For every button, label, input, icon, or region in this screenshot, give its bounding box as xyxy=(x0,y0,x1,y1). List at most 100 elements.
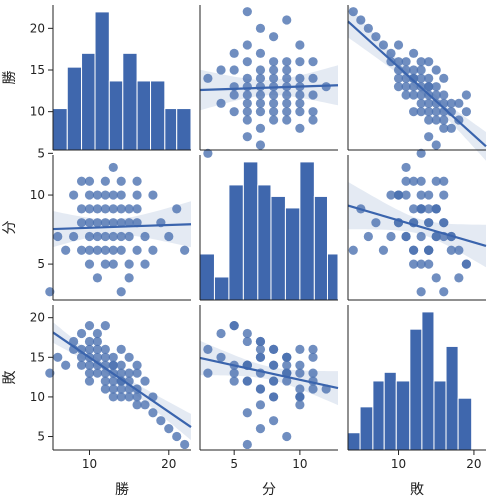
scatter-point-r0c2-32 xyxy=(431,82,441,92)
scatter-point-r2c1-21 xyxy=(242,336,252,347)
scatter-point-r1c0-24 xyxy=(100,218,110,228)
hist-bar-r1c1-0 xyxy=(199,253,215,301)
scatter-point-r0c1-45 xyxy=(255,65,266,75)
scatter-point-r0c1-39 xyxy=(255,73,266,83)
scatter-point-r0c1-18 xyxy=(282,98,292,108)
scatter-point-r2c0-51 xyxy=(132,392,142,402)
scatter-point-r2c0-54 xyxy=(140,400,150,410)
scatter-point-r0c2-27 xyxy=(431,90,441,100)
scatter-point-r0c1-17 xyxy=(269,98,279,108)
scatter-point-r1c0-59 xyxy=(172,204,182,214)
scatter-point-r1c2-57 xyxy=(371,218,381,228)
scatter-point-r2c1-8 xyxy=(242,328,252,339)
scatter-point-r0c1-30 xyxy=(255,82,266,92)
y-tick-label: 10 xyxy=(30,105,45,119)
regression-line-r1c0 xyxy=(52,223,192,231)
scatter-point-r0c2-26 xyxy=(409,90,419,100)
scatter-point-r0c2-14 xyxy=(431,107,441,117)
scatter-point-r2c1-18 xyxy=(282,360,292,370)
scatter-point-r2c1-22 xyxy=(229,321,239,331)
scatter-point-r1c2-52 xyxy=(416,204,426,214)
x-tick-label: 10 xyxy=(292,457,307,471)
scatter-point-r0c1-9 xyxy=(255,107,266,117)
hist-bar-r1c1-6 xyxy=(284,207,301,301)
hist-bar-r2c2-5 xyxy=(409,328,423,451)
scatter-point-r1c2-14 xyxy=(431,176,441,186)
scatter-point-r2c0-25 xyxy=(100,344,110,354)
y-tick-label: 20 xyxy=(30,21,45,35)
scatter-point-r0c1-53 xyxy=(229,48,239,58)
scatter-point-r0c1-3 xyxy=(295,123,305,133)
scatter-point-r2c0-7 xyxy=(76,360,87,370)
scatter-point-r1c2-35 xyxy=(401,162,411,173)
scatter-point-r1c0-45 xyxy=(124,231,134,242)
scatter-point-r2c1-23 xyxy=(308,368,318,378)
scatter-point-r1c0-43 xyxy=(124,259,134,269)
scatter-point-r1c0-17 xyxy=(92,218,103,228)
scatter-point-r1c0-3 xyxy=(69,190,79,200)
hist-bar-r0c0-4 xyxy=(108,80,124,151)
scatter-point-r1c2-24 xyxy=(424,218,434,228)
scatter-point-r1c0-15 xyxy=(84,245,95,255)
scatter-point-r0c2-19 xyxy=(416,98,426,108)
scatter-point-r2c0-22 xyxy=(100,321,110,331)
hist-bar-r2c2-0 xyxy=(347,432,361,451)
scatter-point-r0c1-38 xyxy=(282,73,292,83)
scatter-point-r1c0-42 xyxy=(116,176,126,186)
scatter-point-r1c2-45 xyxy=(401,231,411,242)
scatter-point-r0c2-34 xyxy=(424,82,434,92)
scatter-point-r1c2-19 xyxy=(416,190,426,200)
scatter-point-r0c2-0 xyxy=(416,148,426,158)
scatter-point-r2c0-59 xyxy=(172,431,182,442)
hist-bar-r1c1-4 xyxy=(257,184,272,301)
scatter-point-r1c2-58 xyxy=(363,231,373,242)
scatter-point-r0c1-23 xyxy=(308,90,318,100)
hist-bar-r1c1-7 xyxy=(299,161,315,301)
scatter-point-r0c1-43 xyxy=(229,65,239,75)
scatter-point-r1c2-21 xyxy=(446,245,456,255)
scatter-point-r0c1-22 xyxy=(229,90,239,100)
scatter-point-r1c0-6 xyxy=(76,176,87,186)
scatter-point-r1c0-25 xyxy=(100,231,110,242)
scatter-point-r0c1-7 xyxy=(269,115,279,125)
scatter-point-r2c1-53 xyxy=(229,376,239,386)
scatter-point-r2c0-26 xyxy=(100,376,110,386)
scatter-point-r2c0-17 xyxy=(92,344,103,354)
scatter-point-r0c1-55 xyxy=(242,40,252,50)
scatter-point-r1c0-21 xyxy=(92,245,103,255)
scatter-point-r2c0-60 xyxy=(180,439,190,450)
regression-line-r0c2 xyxy=(347,20,487,148)
scatter-point-r2c0-32 xyxy=(108,352,118,362)
scatter-point-r2c1-14 xyxy=(308,352,318,362)
hist-bar-r0c0-1 xyxy=(66,66,83,151)
hist-bar-r0c0-7 xyxy=(150,80,166,151)
scatter-point-r0c1-13 xyxy=(282,107,292,117)
scatter-point-r0c2-50 xyxy=(401,57,411,67)
x-axis-label: 勝 xyxy=(115,482,129,498)
x-tick-label: 20 xyxy=(161,457,176,471)
scatter-point-r0c2-40 xyxy=(424,73,434,83)
hist-bar-r2c2-7 xyxy=(433,380,447,451)
y-tick-label: 15 xyxy=(30,63,45,77)
y-tick-label: 20 xyxy=(30,311,45,325)
scatter-point-r0c2-18 xyxy=(424,98,434,108)
scatter-point-r0c2-60 xyxy=(348,7,358,17)
scatter-point-r1c2-18 xyxy=(424,204,434,214)
scatter-point-r1c0-38 xyxy=(116,204,126,214)
hist-bar-r2c2-2 xyxy=(372,380,385,451)
scatter-point-r2c1-24 xyxy=(269,360,279,370)
scatter-point-r2c1-58 xyxy=(255,424,266,434)
scatter-point-r1c2-32 xyxy=(431,204,441,214)
scatter-point-r1c2-16 xyxy=(454,273,464,283)
scatter-point-r1c0-31 xyxy=(108,218,118,228)
scatter-point-r1c0-27 xyxy=(100,204,110,214)
scatter-point-r1c0-30 xyxy=(108,231,118,242)
scatter-point-r1c0-41 xyxy=(116,190,126,200)
scatter-point-r1c2-48 xyxy=(386,190,396,200)
scatter-point-r1c0-35 xyxy=(108,162,118,173)
hist-bar-r2c2-8 xyxy=(445,345,459,451)
scatter-point-r2c1-57 xyxy=(269,416,279,426)
scatter-point-r0c2-42 xyxy=(409,73,419,83)
scatter-point-r2c1-17 xyxy=(269,344,279,354)
scatter-point-r2c0-41 xyxy=(116,392,126,402)
